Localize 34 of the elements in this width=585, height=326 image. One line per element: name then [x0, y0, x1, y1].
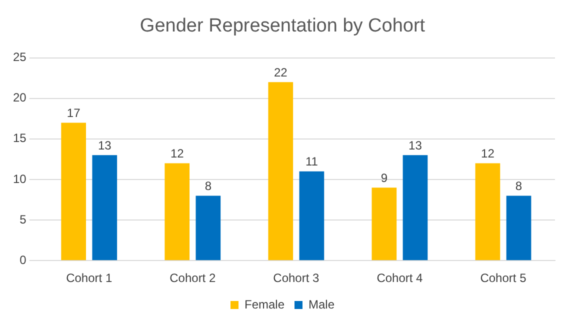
bar	[475, 163, 500, 260]
bar	[402, 155, 428, 260]
chart-title: Gender Representation by Cohort	[140, 16, 426, 37]
x-tick-label: Cohort 5	[480, 271, 527, 286]
data-label: 13	[408, 138, 422, 152]
data-label: 22	[274, 65, 288, 80]
y-tick-label: 5	[20, 212, 27, 226]
data-label: 13	[98, 138, 112, 152]
data-label: 17	[66, 106, 81, 120]
bar	[506, 196, 532, 260]
bar	[61, 122, 86, 260]
x-tick-label: Cohort 1	[66, 271, 112, 286]
y-tick-label: 10	[12, 172, 27, 186]
data-label: 12	[481, 146, 495, 161]
bar	[268, 82, 294, 260]
data-label: 9	[380, 170, 388, 185]
x-tick-label: Cohort 2	[170, 271, 216, 286]
y-tick-label: 15	[12, 131, 27, 146]
data-label: 12	[170, 146, 184, 161]
legend-label: Female	[244, 297, 285, 312]
bar	[196, 196, 221, 260]
bar	[372, 188, 397, 260]
data-label: 11	[305, 154, 318, 169]
bar	[164, 163, 190, 260]
bar	[299, 171, 324, 260]
data-label: 8	[515, 179, 522, 194]
x-tick-label: Cohort 4	[376, 271, 424, 286]
legend-label: Male	[308, 297, 335, 312]
y-tick-label: 20	[12, 90, 27, 105]
x-tick-label: Cohort 3	[273, 271, 320, 286]
bar	[92, 155, 118, 260]
y-tick-label: 0	[20, 252, 27, 267]
y-tick-label: 25	[12, 50, 27, 64]
data-label: 8	[204, 179, 212, 194]
